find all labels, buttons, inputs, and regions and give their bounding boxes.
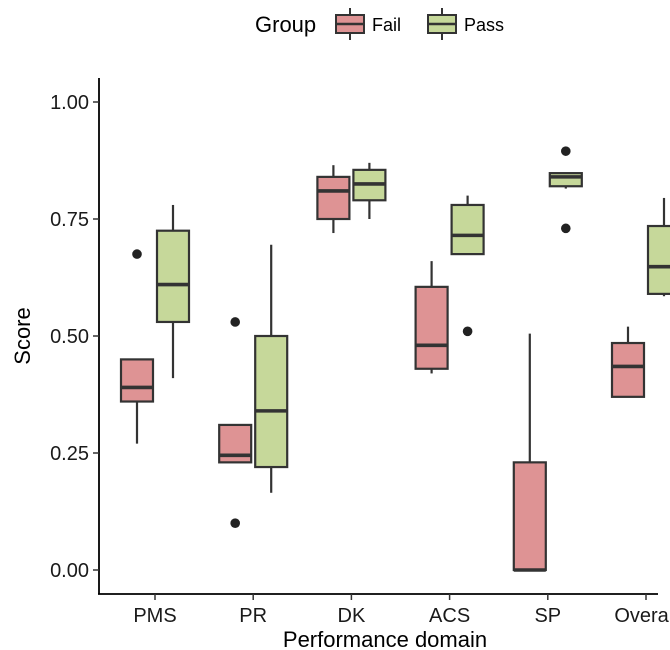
outlier-point [230, 317, 240, 327]
plot-area: 0.00 0.25 0.50 0.75 1.00 PMS PR DK ACS SP Overall [50, 78, 670, 627]
legend-title: Group [255, 12, 316, 37]
x-axis-ticks: PMS PR DK ACS SP Overall [133, 594, 670, 627]
box-fail-overall [610, 326, 646, 398]
x-axis-title: Performance domain [283, 627, 487, 650]
x-tick-label-pr: PR [239, 605, 267, 627]
legend-label: Fail [372, 15, 401, 35]
legend-item-fail: Fail [335, 8, 401, 40]
box-pass-overall [646, 197, 670, 297]
x-tick-label-acs: ACS [429, 605, 470, 627]
y-axis-title: Score [10, 307, 35, 364]
box-fail-pms [119, 249, 155, 444]
box-iqr [512, 461, 547, 572]
legend-key-fail [335, 8, 365, 40]
y-tick-label: 0.00 [50, 560, 89, 582]
box-iqr [646, 224, 670, 295]
x-tick-label-pms: PMS [133, 605, 176, 627]
box-fail-dk [316, 165, 351, 234]
legend: Group Fail Pass [255, 8, 504, 40]
x-tick-label-overall: Overall [614, 605, 670, 627]
outlier-point [561, 223, 571, 234]
box-iqr [155, 229, 191, 324]
box-fail-sp [512, 333, 547, 572]
x-tick-label-sp: SP [534, 605, 561, 627]
box-iqr [119, 358, 155, 403]
y-tick-label: 0.50 [50, 326, 89, 348]
box-fail-pr [218, 317, 253, 528]
box-iqr [254, 334, 289, 469]
outlier-point [462, 326, 473, 337]
y-axis-ticks: 0.00 0.25 0.50 0.75 1.00 [50, 92, 99, 582]
box-pass-pr [254, 244, 289, 493]
outlier-point [561, 146, 571, 156]
legend-item-pass: Pass [427, 8, 504, 40]
box-fail-acs [414, 261, 449, 374]
y-tick-label: 1.00 [50, 92, 89, 114]
box-pass-acs [450, 195, 485, 337]
legend-key-pass [427, 8, 457, 40]
y-tick-label: 0.75 [50, 209, 89, 231]
y-tick-label: 0.25 [50, 443, 89, 465]
legend-label: Pass [464, 15, 504, 35]
box-pass-dk [352, 162, 387, 219]
box-series [119, 146, 670, 572]
box-pass-pms [155, 204, 191, 379]
outlier-point [132, 249, 142, 259]
box-iqr [414, 285, 449, 370]
outlier-point [230, 518, 240, 528]
x-tick-label-dk: DK [338, 605, 366, 627]
box-pass-sp [548, 146, 583, 234]
box-iqr [610, 341, 646, 398]
box-iqr [450, 203, 485, 256]
box-iqr [316, 175, 351, 221]
